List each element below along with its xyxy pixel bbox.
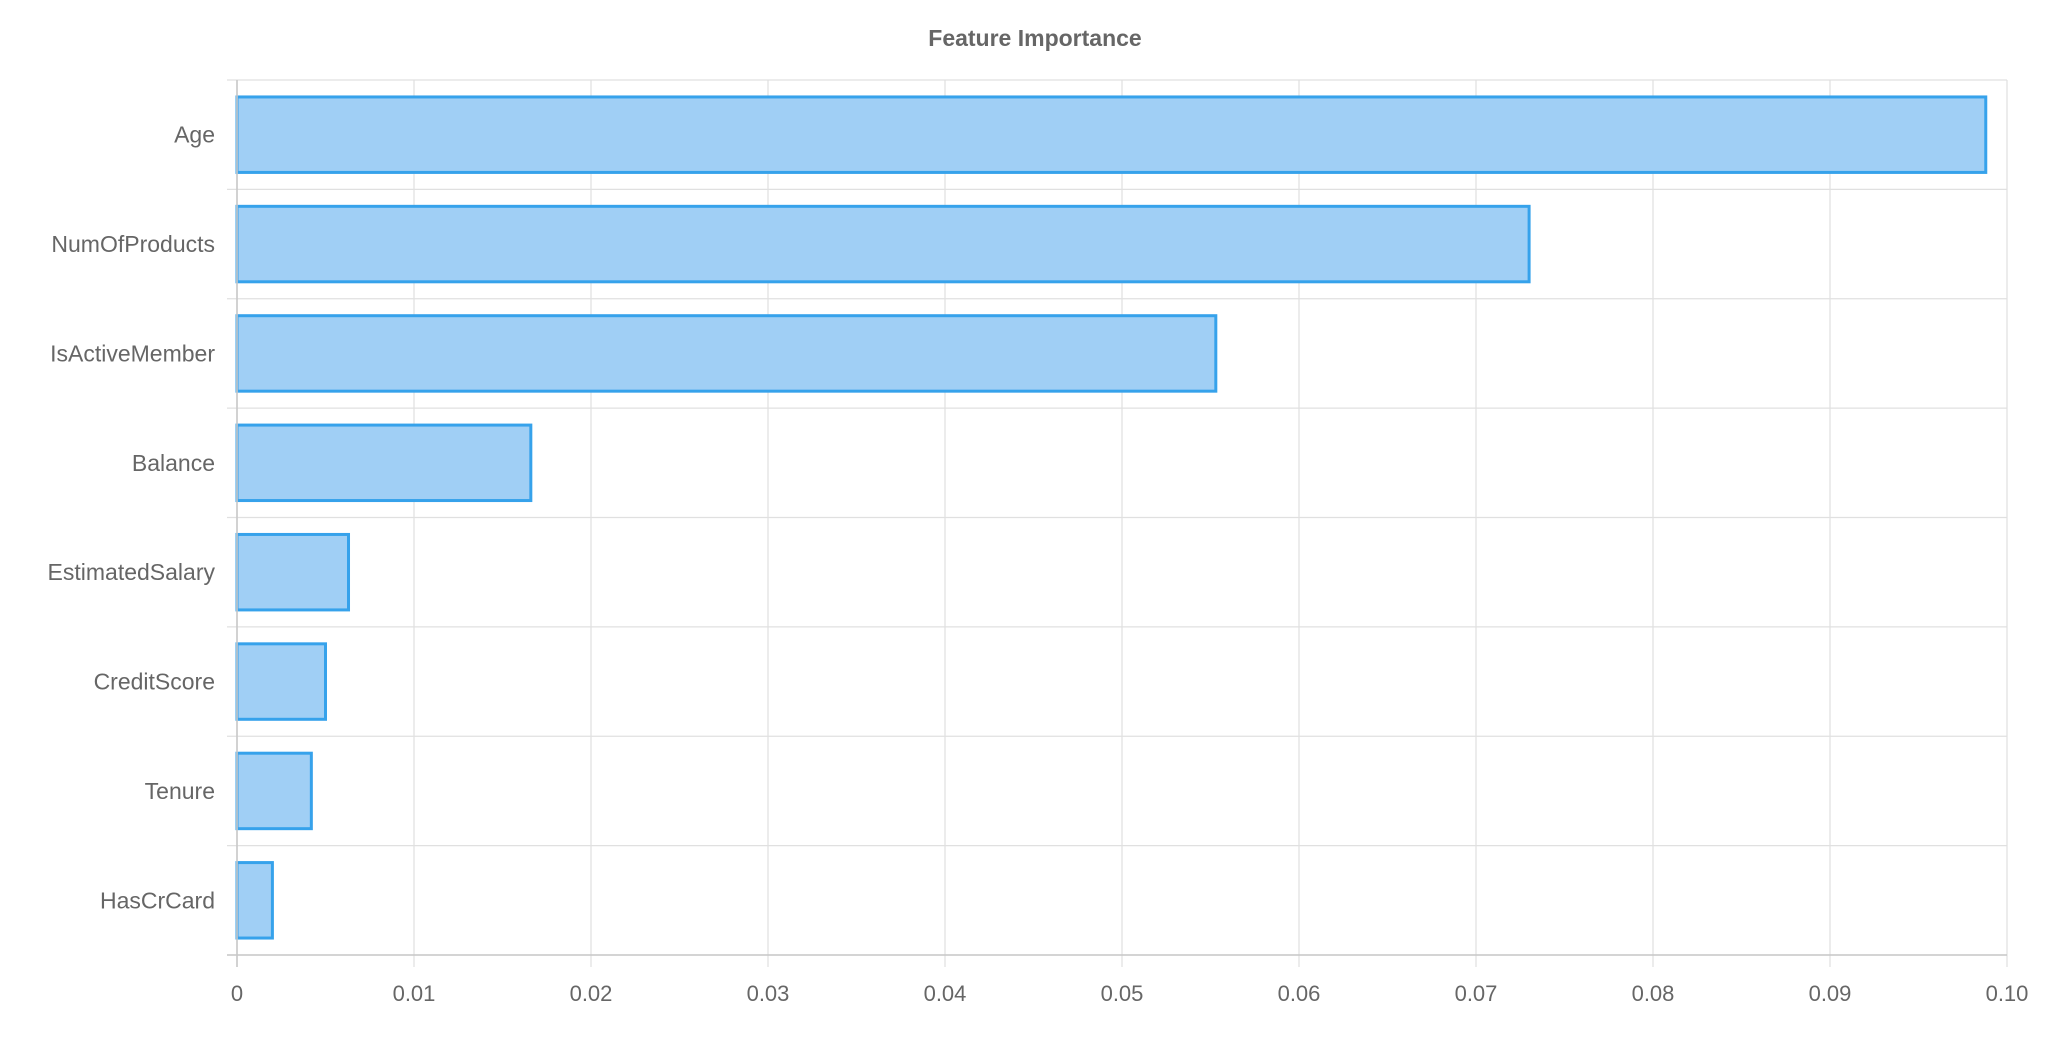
bar: [235, 423, 533, 503]
x-tick-label: 0.03: [747, 981, 790, 1006]
bar: [235, 314, 1218, 393]
category-label: EstimatedSalary: [48, 559, 216, 585]
x-tick-label: 0: [231, 981, 243, 1006]
category-label: CreditScore: [94, 669, 215, 695]
x-tick-label: 0.06: [1278, 981, 1321, 1006]
category-label: NumOfProducts: [51, 231, 215, 257]
category-label: Tenure: [145, 778, 215, 804]
axes: [227, 80, 2007, 967]
category-label: Age: [174, 122, 215, 148]
bar: [235, 751, 313, 831]
category-label: IsActiveMember: [50, 340, 215, 366]
x-tick-label: 0.08: [1632, 981, 1675, 1006]
bar: [235, 642, 327, 721]
bar: [235, 204, 1531, 284]
x-tick-label: 0.04: [924, 981, 967, 1006]
x-tick-label: 0.01: [393, 981, 436, 1006]
bar: [235, 532, 351, 612]
x-tick-label: 0.07: [1455, 981, 1498, 1006]
x-tick-label: 0.09: [1809, 981, 1852, 1006]
x-tick-labels: 0 0.01 0.02 0.03 0.04 0.05 0.06 0.07 0.08 0.09 0.1…: [231, 981, 2029, 1006]
bar: [235, 861, 274, 940]
x-tick-label: 0.02: [570, 981, 613, 1006]
bars: [235, 95, 1988, 940]
bar: [235, 95, 1988, 174]
chart-title: Feature Importance: [928, 25, 1141, 51]
x-tick-label: 0.10: [1986, 981, 2029, 1006]
category-label: HasCrCard: [100, 887, 215, 913]
x-tick-label: 0.05: [1101, 981, 1144, 1006]
category-label: Balance: [132, 450, 215, 476]
category-labels: Age NumOfProducts IsActiveMember Balance Est…: [48, 122, 216, 914]
